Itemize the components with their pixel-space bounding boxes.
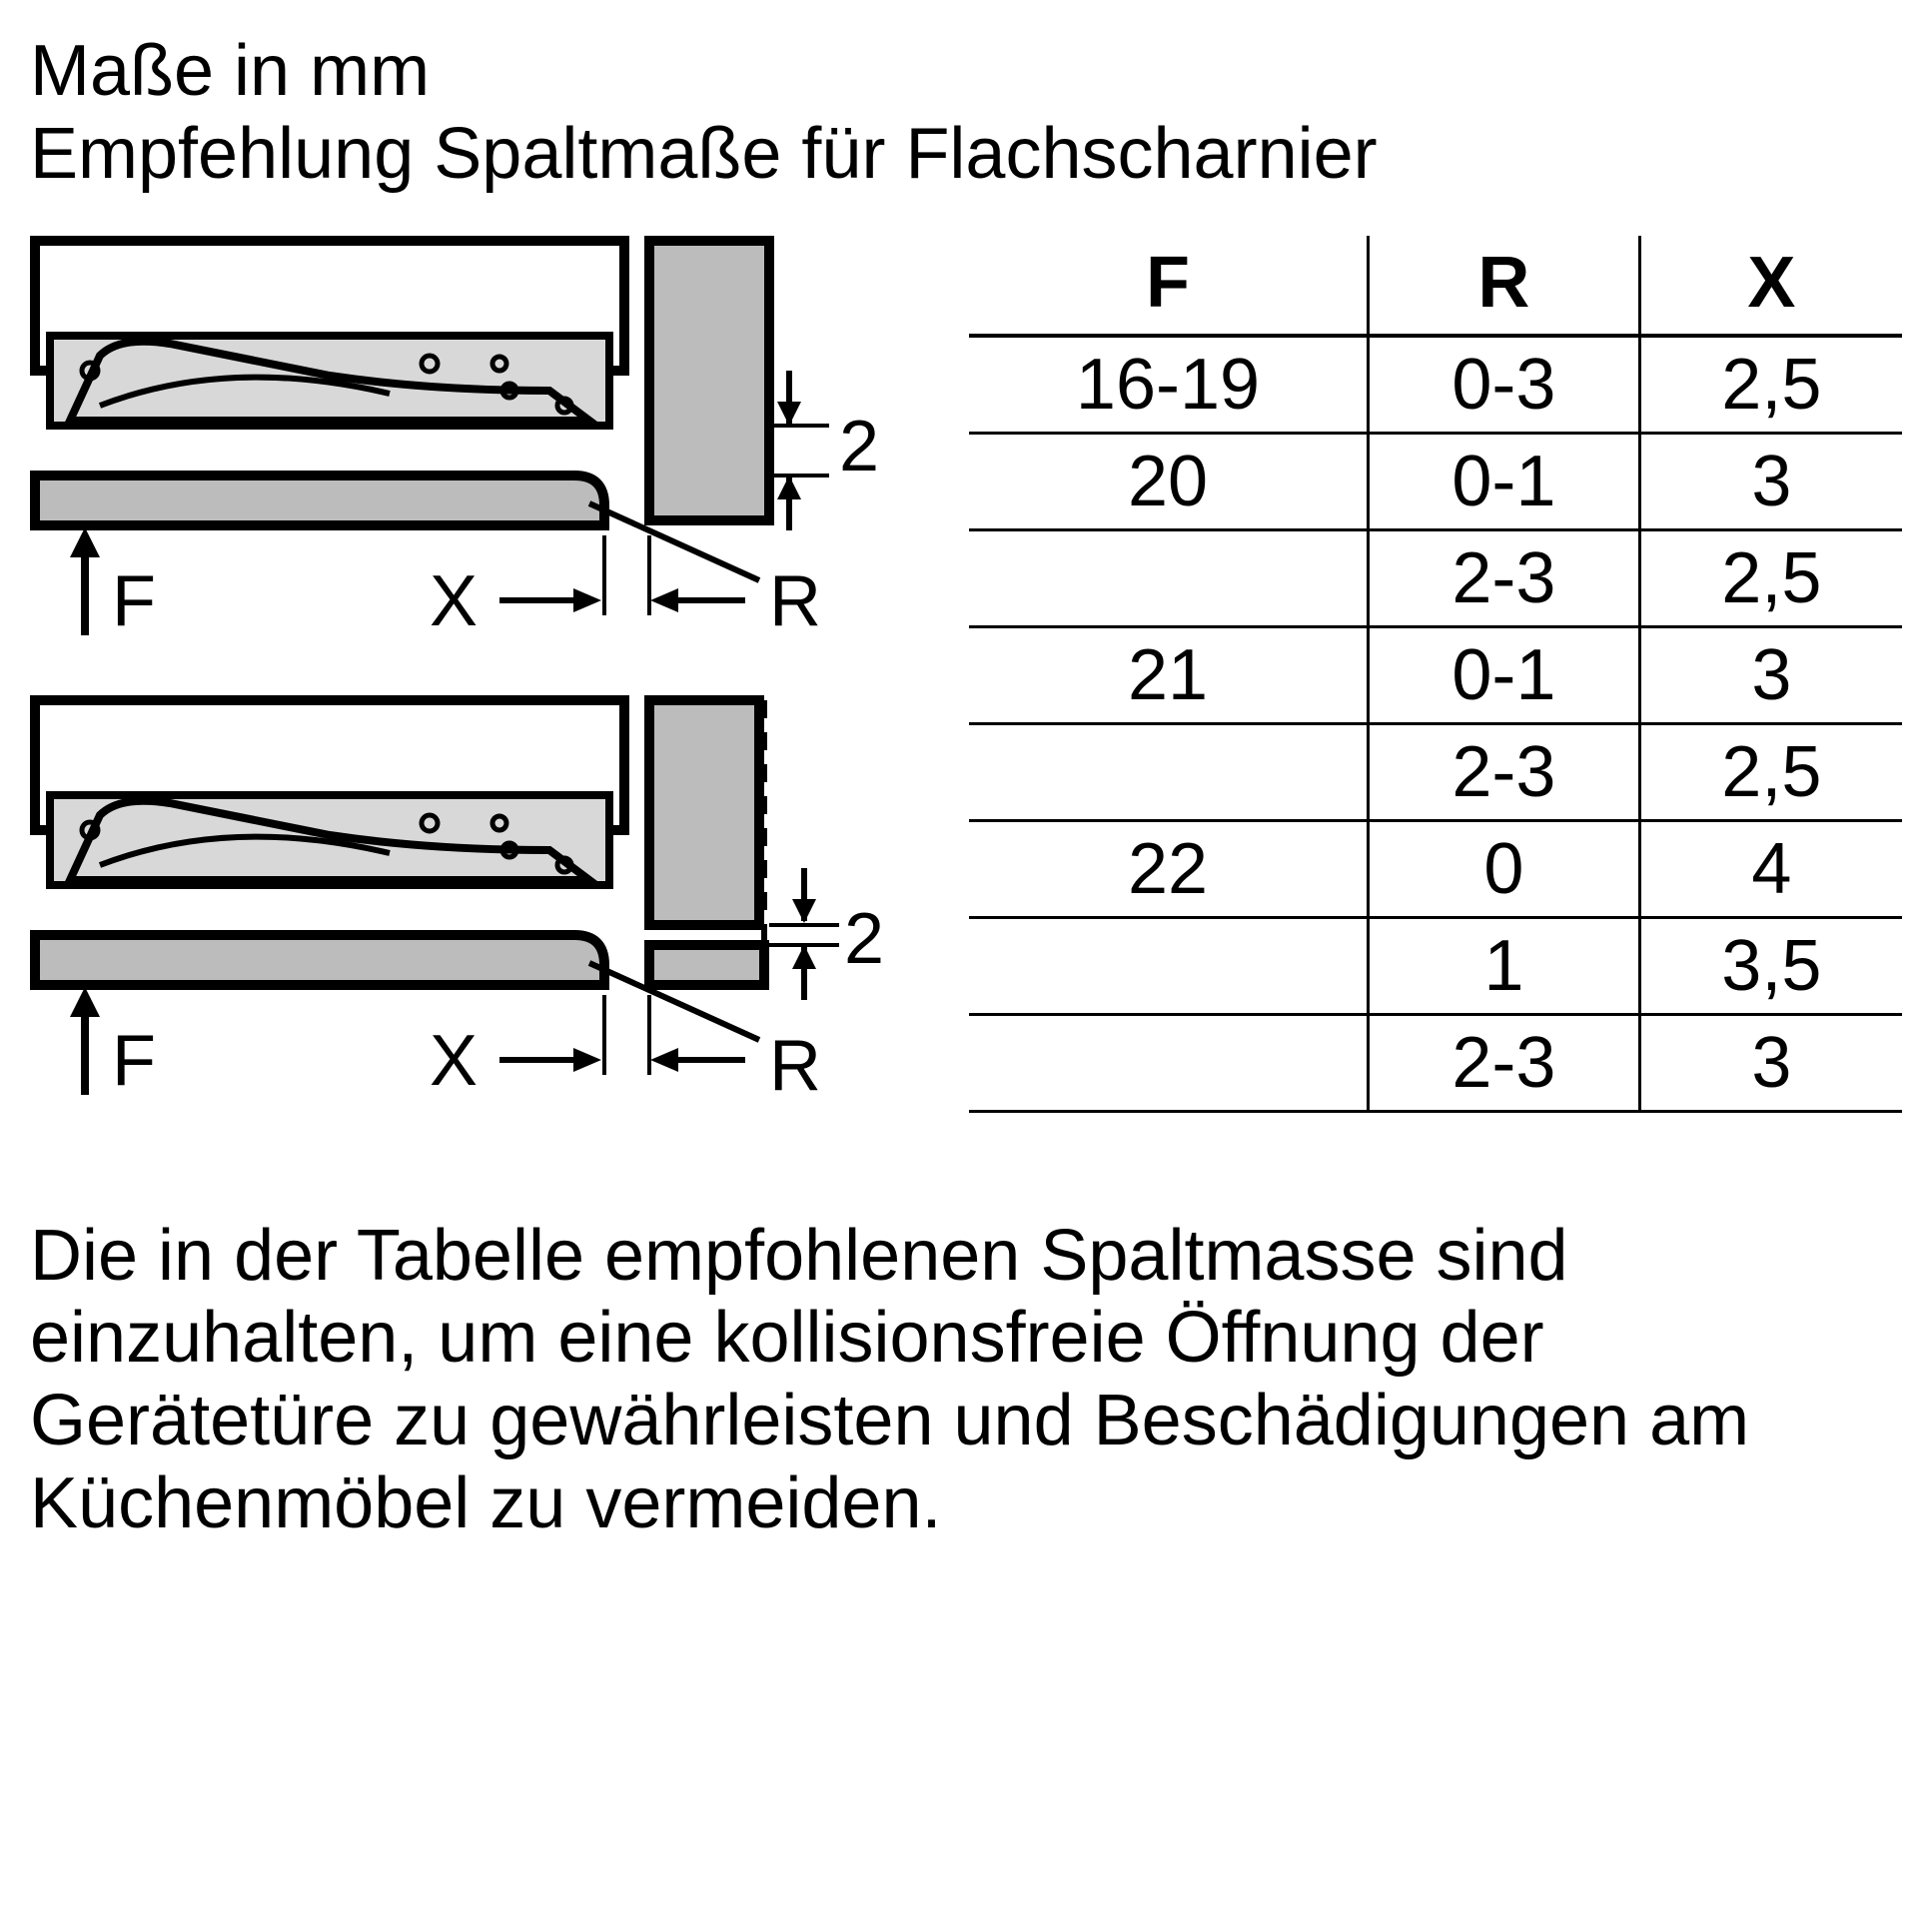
header-line2: Empfehlung Spaltmaße für Flachscharnier — [30, 113, 1902, 196]
table-row: 2204 — [969, 820, 1902, 917]
gap-table-wrap: F R X 16-190-32,5 200-13 2-32,5 210-13 2… — [969, 236, 1902, 1113]
header-line1: Maße in mm — [30, 30, 1902, 113]
table-row: 2-32,5 — [969, 723, 1902, 820]
table-row: 200-13 — [969, 433, 1902, 529]
header-text: Maße in mm Empfehlung Spaltmaße für Flac… — [30, 30, 1902, 196]
R-label-top: R — [769, 561, 821, 641]
footer-text: Die in der Tabelle empfohlenen Spaltmass… — [30, 1215, 1902, 1545]
diagram-column: 2 F X R — [30, 236, 909, 1155]
hinge-svg-top: 2 F X R — [30, 236, 909, 655]
gap-table: F R X 16-190-32,5 200-13 2-32,5 210-13 2… — [969, 236, 1902, 1113]
X-label-top: X — [430, 561, 478, 641]
F-label-top: F — [112, 561, 156, 641]
table-row: 2-33 — [969, 1014, 1902, 1111]
table-row: 210-13 — [969, 626, 1902, 723]
table-body: 16-190-32,5 200-13 2-32,5 210-13 2-32,5 … — [969, 336, 1902, 1112]
table-row: 13,5 — [969, 917, 1902, 1014]
gap2-label-top: 2 — [839, 407, 879, 486]
main-content: 2 F X R — [30, 236, 1902, 1155]
hinge-diagram-top: 2 F X R — [30, 236, 909, 655]
table-row: 2-32,5 — [969, 529, 1902, 626]
R-label-bottom: R — [769, 1026, 821, 1106]
F-label-bottom: F — [112, 1021, 156, 1101]
table-row: 16-190-32,5 — [969, 336, 1902, 434]
col-R: R — [1369, 236, 1640, 336]
table-header-row: F R X — [969, 236, 1902, 336]
col-F: F — [969, 236, 1369, 336]
hinge-diagram-bottom: 2 F X R — [30, 695, 909, 1115]
col-X: X — [1639, 236, 1902, 336]
X-label-bottom: X — [430, 1021, 478, 1101]
hinge-svg-bottom: 2 F X R — [30, 695, 909, 1115]
gap2-label-bottom: 2 — [844, 899, 884, 979]
